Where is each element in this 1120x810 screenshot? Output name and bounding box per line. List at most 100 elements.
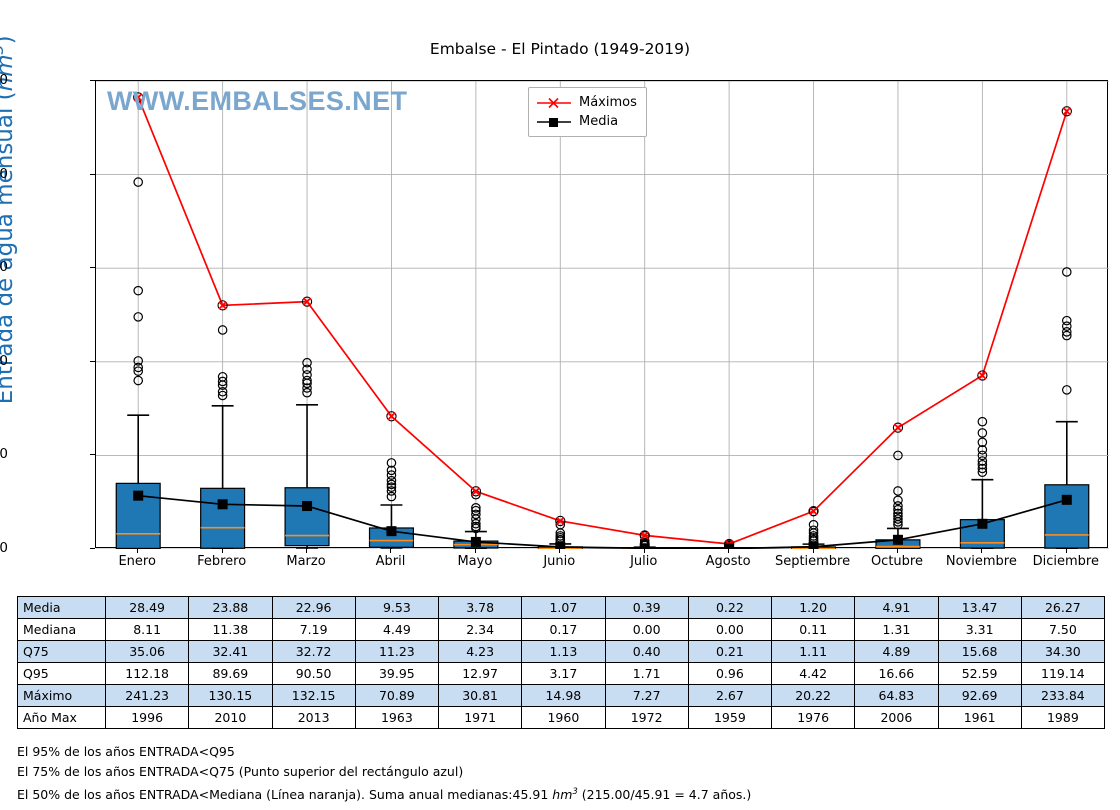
table-row: Q75 35.06 32.41 32.72 11.23 4.23 1.13 0.40 0.21 1… xyxy=(17,640,1106,663)
x-tick-mark xyxy=(1065,548,1067,553)
table-row: Máximo 241.23 130.15 132.15 70.89 30.81 14.98 7… xyxy=(17,684,1106,707)
y-tick-label: 150 xyxy=(0,259,8,276)
table-cell: 1963 xyxy=(354,706,440,729)
table-cell: 39.95 xyxy=(354,662,440,685)
table-cell: 1.07 xyxy=(521,596,606,619)
x-tick-label-agosto: Agosto xyxy=(705,554,751,569)
y-tick-mark xyxy=(90,267,95,269)
x-tick-label-abril: Abril xyxy=(375,554,406,569)
series-media xyxy=(133,490,1072,549)
x-tick-mark xyxy=(221,548,223,553)
table-cell: 0.00 xyxy=(604,618,689,641)
y-tick-mark xyxy=(90,548,95,549)
table-cell: 8.11 xyxy=(104,618,190,641)
table-cell: 1.71 xyxy=(604,662,689,685)
y-tick-label: 250 xyxy=(0,72,8,88)
legend-item-maximos[interactable]: Máximos xyxy=(536,93,637,112)
table-cell: 4.49 xyxy=(354,618,440,641)
table-cell: 1959 xyxy=(687,706,773,729)
table-cell: 20.22 xyxy=(770,684,856,707)
table-cell: 3.31 xyxy=(937,618,1022,641)
y-axis-label: Entrada de agua mensual (hm3) xyxy=(0,35,18,405)
table-cell: 9.53 xyxy=(354,596,440,619)
table-row-label: Mediana xyxy=(17,618,106,641)
x-tick-label-noviembre: Noviembre xyxy=(945,554,1017,569)
table-cell: 1996 xyxy=(104,706,190,729)
table-cell: 4.91 xyxy=(854,596,939,619)
y-tick-label: 100 xyxy=(0,352,8,369)
table-cell: 90.50 xyxy=(271,662,356,685)
footer-line-3: El 50% de los años ENTRADA<Mediana (Líne… xyxy=(17,787,752,803)
media-line-icon xyxy=(536,115,572,129)
table-cell: 1989 xyxy=(1020,706,1106,729)
y-tick-mark xyxy=(90,454,95,456)
table-cell: 2006 xyxy=(854,706,939,729)
table-cell: 4.23 xyxy=(437,640,523,663)
table-cell: 32.41 xyxy=(188,640,273,663)
maximos-line-icon xyxy=(536,96,572,110)
x-tick-mark xyxy=(896,548,898,553)
footer-line-2: El 75% de los años ENTRADA<Q75 (Punto su… xyxy=(17,764,464,779)
table-cell: 4.42 xyxy=(770,662,856,685)
x-tick-label-marzo: Marzo xyxy=(286,554,326,569)
x-tick-label-septiembre: Septiembre xyxy=(774,554,851,569)
table-cell: 112.18 xyxy=(104,662,190,685)
table-row-label: Q95 xyxy=(17,662,106,685)
table-row-label: Q75 xyxy=(17,640,106,663)
table-cell: 0.00 xyxy=(687,618,773,641)
table-cell: 0.96 xyxy=(687,662,773,685)
table-cell: 15.68 xyxy=(937,640,1022,663)
table-row-label: Máximo xyxy=(17,684,106,707)
boxplot-febrero xyxy=(200,325,246,549)
y-tick-label: 0 xyxy=(0,540,8,556)
legend-item-media[interactable]: Media xyxy=(536,112,637,131)
table-cell: 28.49 xyxy=(104,596,190,619)
table-cell: 70.89 xyxy=(354,684,440,707)
table-row: Mediana 8.11 11.38 7.19 4.49 2.34 0.17 0.00 0.00… xyxy=(17,618,1106,641)
table-cell: 0.22 xyxy=(687,596,773,619)
table-cell: 23.88 xyxy=(188,596,273,619)
x-tick-label-junio: Junio xyxy=(543,554,576,569)
table-cell: 16.66 xyxy=(854,662,939,685)
y-tick-mark xyxy=(90,173,95,175)
table-cell: 64.83 xyxy=(854,684,939,707)
table-cell: 11.23 xyxy=(354,640,440,663)
x-tick-label-julio: Julio xyxy=(630,554,658,569)
y-tick-label: 50 xyxy=(0,446,8,463)
x-tick-mark xyxy=(643,548,645,553)
table-cell: 92.69 xyxy=(937,684,1022,707)
chart-legend: Máximos Media xyxy=(528,87,647,137)
table-cell: 1961 xyxy=(937,706,1022,729)
table-row-label: Año Max xyxy=(17,706,106,729)
x-tick-label-diciembre: Diciembre xyxy=(1032,554,1099,569)
y-tick-mark xyxy=(90,360,95,362)
table-cell: 132.15 xyxy=(271,684,356,707)
table-cell: 0.39 xyxy=(604,596,689,619)
table-cell: 52.59 xyxy=(937,662,1022,685)
table-cell: 0.11 xyxy=(770,618,856,641)
y-tick-label: 200 xyxy=(0,165,8,182)
chart-title: Embalse - El Pintado (1949-2019) xyxy=(429,40,691,58)
table-cell: 0.21 xyxy=(687,640,773,663)
table-cell: 22.96 xyxy=(271,596,356,619)
table-cell: 14.98 xyxy=(521,684,606,707)
table-cell: 1.13 xyxy=(521,640,606,663)
table-cell: 2013 xyxy=(271,706,356,729)
table-cell: 7.50 xyxy=(1020,618,1106,641)
table-cell: 3.17 xyxy=(521,662,606,685)
x-tick-mark xyxy=(137,548,139,553)
table-cell: 2010 xyxy=(188,706,273,729)
table-cell: 2.34 xyxy=(437,618,523,641)
x-tick-mark xyxy=(474,548,476,553)
table-cell: 26.27 xyxy=(1020,596,1106,619)
boxplot-marzo xyxy=(284,357,330,549)
stats-table-wrapper: Media 28.49 23.88 22.96 9.53 3.78 1.07 0.39 0.22… xyxy=(17,596,1106,729)
table-cell: 130.15 xyxy=(188,684,273,707)
x-tick-label-enero: Enero xyxy=(118,554,156,569)
table-cell: 30.81 xyxy=(437,684,523,707)
table-cell: 35.06 xyxy=(104,640,190,663)
table-cell: 1960 xyxy=(521,706,606,729)
x-tick-label-octubre: Octubre xyxy=(870,554,923,569)
table-cell: 1.20 xyxy=(770,596,856,619)
table-cell: 4.89 xyxy=(854,640,939,663)
